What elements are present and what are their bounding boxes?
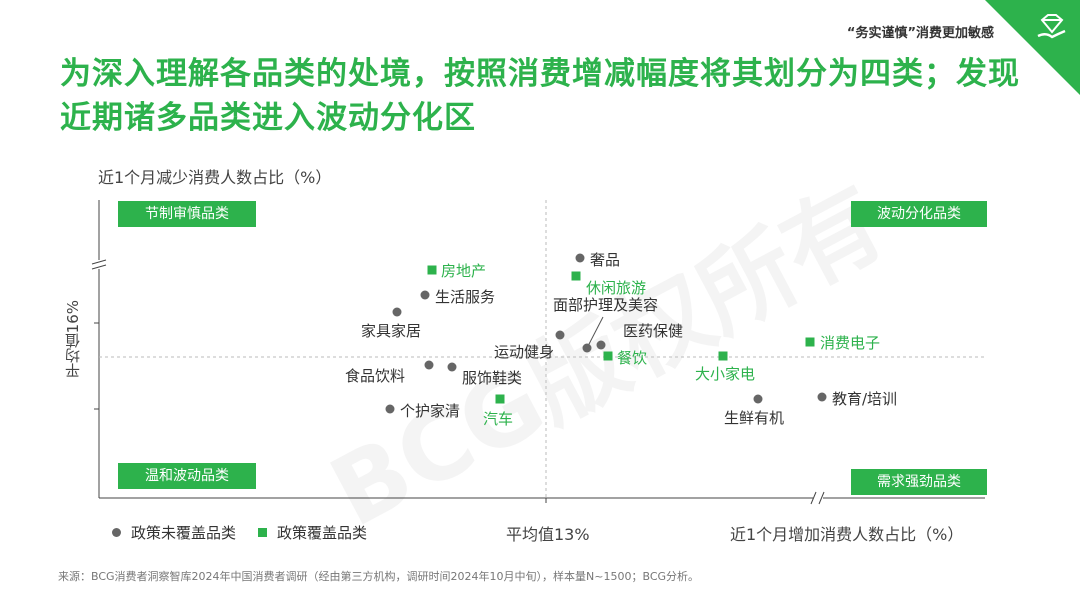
data-point-label: 休闲旅游 [586,279,646,297]
data-point [420,290,430,300]
legend-item-covered: 政策覆盖品类 [258,522,367,543]
data-point-label: 个护家清 [400,402,460,420]
legend-label: 政策未覆盖品类 [131,524,237,542]
data-point [817,392,827,402]
data-point [447,362,457,372]
x-axis-break-mark [810,491,817,505]
data-point-label: 食品饮料 [345,367,405,385]
diamond-hand-icon [1037,14,1066,39]
data-point-label: 面部护理及美容 [553,296,658,314]
data-point [596,340,606,350]
quadrant-top-left: 节制审慎品类 [118,201,256,227]
data-point [385,404,395,414]
data-point [495,394,505,404]
data-point [603,351,613,361]
quadrant-bottom-right: 需求强劲品类 [851,469,987,495]
data-point-label: 餐饮 [617,349,647,367]
legend-label: 政策覆盖品类 [277,524,368,542]
data-point-label: 家具家居 [361,322,421,340]
data-point [555,330,565,340]
axes [91,200,985,505]
data-point-label: 大小家电 [695,365,755,383]
leader-line [586,316,604,349]
quadrant-top-right: 波动分化品类 [851,201,987,227]
x-axis-break [813,492,823,504]
data-point-label: 房地产 [441,262,486,280]
legend-item-uncovered: 政策未覆盖品类 [112,522,236,543]
data-point [582,343,592,353]
data-point-label: 汽车 [483,410,513,428]
legend: 政策未覆盖品类 政策覆盖品类 [112,522,389,543]
avg-x-label: 平均值13% [506,525,590,544]
data-point [392,307,402,317]
y-axis-break-mark [91,264,107,270]
data-point [718,351,728,361]
page-title: 为深入理解各品类的处境，按照消费增减幅度将其划分为四类；发现近期诸多品类进入波动… [60,56,1020,136]
data-point [571,271,581,281]
data-point [753,394,763,404]
data-point-label: 教育/培训 [832,390,897,408]
source-note: 来源：BCG消费者洞察智库2024年中国消费者调研（经由第三方机构，调研时间20… [58,570,700,583]
data-point-label: 消费电子 [820,334,880,352]
data-point [575,253,585,263]
quadrant-bottom-left: 温和波动品类 [118,463,256,489]
legend-square-marker [258,528,268,537]
data-point [427,265,437,275]
x-axis-label: 近1个月增加消费人数占比（%） [730,525,964,544]
data-point-label: 生活服务 [435,288,495,306]
y-axis-break-mark [91,259,107,265]
y-axis-label: 近1个月减少消费人数占比（%） [98,168,332,187]
legend-dot-marker [112,528,121,537]
data-point-label: 医药保健 [623,322,683,340]
corner-accent [985,0,1080,95]
data-point-label: 运动健身 [494,343,554,361]
data-point [424,360,434,370]
data-point-label: 奢品 [590,251,620,269]
x-axis-break-mark [818,491,825,505]
data-point [805,337,815,347]
header-tag: “务实谨慎”消费更加敏感 [846,26,994,41]
data-point-label: 服饰鞋类 [462,369,522,387]
data-point-label: 生鲜有机 [724,409,784,427]
y-axis-break [92,260,106,269]
